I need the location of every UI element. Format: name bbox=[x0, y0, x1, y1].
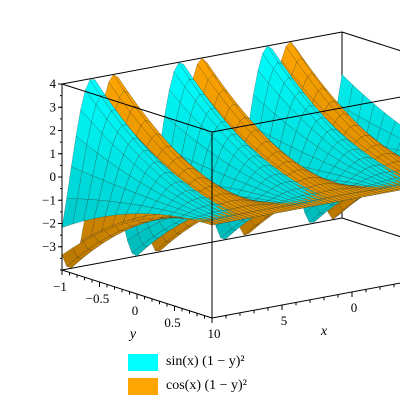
z-tick-label: 4 bbox=[50, 76, 57, 91]
z-tick-label: −1 bbox=[42, 192, 56, 207]
y-tick-label: −1 bbox=[53, 279, 67, 294]
surface-cos-patch bbox=[392, 161, 400, 167]
legend-label-cos: cos(x) (1 − y)² bbox=[166, 378, 247, 393]
x-tick-label: 10 bbox=[208, 326, 221, 341]
legend: sin(x) (1 − y)² cos(x) (1 − y)² bbox=[128, 350, 328, 398]
y-tick-label: 0 bbox=[132, 303, 139, 318]
legend-label-sin: sin(x) (1 − y)² bbox=[166, 354, 245, 369]
legend-item-sin: sin(x) (1 − y)² bbox=[128, 350, 328, 374]
z-tick-label: 3 bbox=[50, 99, 57, 114]
box-edge-top-side bbox=[211, 96, 400, 133]
z-tick-label: 1 bbox=[50, 146, 57, 161]
x-tick-label: 5 bbox=[281, 313, 288, 328]
surface-sin-patch bbox=[396, 142, 400, 152]
box-edge-back-top bbox=[341, 31, 400, 52]
z-axis: 4 3 2 1 0 −1 −2 −3 bbox=[42, 76, 62, 271]
y-tick-label: 0.5 bbox=[164, 315, 180, 330]
y-tick-label: −0.5 bbox=[86, 291, 110, 306]
z-tick-label: 2 bbox=[50, 123, 57, 138]
legend-swatch-cos bbox=[128, 377, 158, 395]
z-tick-label: −3 bbox=[42, 239, 56, 254]
surface-sin-patch bbox=[390, 120, 400, 139]
box-edge-bottom-side bbox=[211, 282, 400, 319]
legend-swatch-sin bbox=[128, 353, 158, 371]
y-axis-label: y bbox=[128, 327, 137, 342]
y-axis: −1 −0.5 0 0.5 y bbox=[53, 270, 213, 342]
z-tick-label: 0 bbox=[50, 169, 57, 184]
surfaces bbox=[61, 41, 400, 269]
legend-item-cos: cos(x) (1 − y)² bbox=[128, 374, 328, 398]
x-tick-label: 0 bbox=[351, 300, 358, 315]
box-edge-front-top bbox=[61, 83, 213, 133]
x-axis-label: x bbox=[320, 324, 328, 339]
box-edge-back-bottom bbox=[341, 217, 400, 238]
box-edge-bottom-rear bbox=[61, 217, 343, 271]
z-tick-label: −2 bbox=[42, 216, 56, 231]
